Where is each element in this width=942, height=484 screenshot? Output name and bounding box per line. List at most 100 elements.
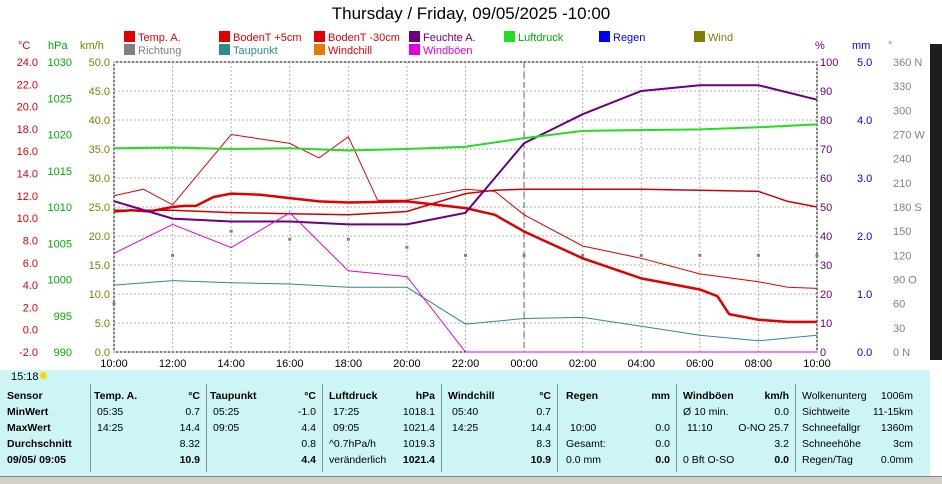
rain-unit: mm	[651, 390, 670, 402]
pressure-axis-label: 1010	[48, 202, 72, 214]
gust-unit: km/h	[764, 390, 789, 402]
legend-feuchte: Feuchte A.	[409, 31, 476, 44]
snowline-value: 1360m	[880, 422, 913, 434]
direction-axis-label: 150	[893, 226, 911, 238]
pressure-axis-label: 995	[54, 311, 72, 323]
temp-axis-label: 20.0	[17, 102, 38, 114]
chart-title: Thursday / Friday, 09/05/2025 -10:00	[331, 4, 611, 23]
x-tick-label: 10:00	[100, 358, 128, 370]
humidity-axis-label: 80	[820, 115, 832, 127]
gust-header: Windböen	[683, 390, 734, 402]
stats-time: 15:18	[11, 371, 39, 383]
maxwert-label: MaxWert	[7, 422, 51, 434]
x-tick-label: 14:00	[217, 358, 245, 370]
series-line-luftdruck	[113, 123, 818, 152]
dew-unit: °C	[304, 390, 316, 402]
legend-regen: Regen	[599, 31, 645, 44]
humidity-axis-label: 90	[820, 86, 832, 98]
series-line-temp-a-	[113, 192, 817, 324]
wind-axis-label: 10.0	[89, 289, 110, 301]
rain-column: Regen mm 10:00 0.0 Gesamt: 0.0 0.0 mm 0.…	[558, 384, 676, 472]
temp-axis-label: 24.0	[17, 57, 38, 69]
visibility-label: Sichtweite	[802, 406, 850, 418]
pressure-column: Luftdruck hPa 17:25 1018.1 09:05 1021.4 …	[323, 384, 441, 472]
wind-axis-label: 35.0	[89, 144, 110, 156]
temp-axis-label: 8.0	[23, 235, 38, 247]
rain-value: 0.0	[655, 422, 670, 434]
press-avg: 1019.3	[402, 438, 435, 450]
sensor-header: Sensor	[7, 390, 43, 402]
temp-axis-label: 0.0	[23, 325, 38, 337]
direction-point	[229, 229, 233, 233]
temp-axis-label: 16.0	[17, 146, 38, 158]
snow-height-value: 3cm	[893, 438, 913, 450]
scrollbar[interactable]	[930, 44, 942, 360]
press-trend-rate: ^0.7hPa/h	[329, 438, 376, 450]
press-min: 1018.1	[402, 406, 435, 418]
press-current: 1021.4	[402, 454, 435, 466]
rain-total-label: Gesamt:	[566, 438, 606, 450]
direction-point	[464, 253, 467, 257]
press-header: Luftdruck	[329, 390, 378, 402]
temp-avg: 8.32	[179, 438, 200, 450]
x-tick-label: 06:00	[686, 358, 714, 370]
x-tick-label: 16:00	[276, 358, 304, 370]
stats-panel: 15:18 Sensor MinWert MaxWert Durchschnit…	[0, 370, 930, 476]
chill-current: 10.9	[530, 454, 551, 466]
rain-axis-label: 5.0	[857, 57, 872, 69]
rain-axis-label: 4.0	[857, 115, 872, 127]
rain-current: 0.0	[655, 454, 670, 466]
dew-header: Taupunkt	[210, 390, 257, 402]
rain-header: Regen	[566, 390, 599, 402]
series-line-taupunkt	[113, 280, 818, 342]
legend-bodent5: BodenT +5cm	[219, 31, 302, 44]
pressure-axis-label: 1020	[48, 130, 72, 142]
temp-axis-label: 6.0	[23, 258, 38, 270]
wind-axis-label: 5.0	[95, 318, 110, 330]
rain-total: 0.0	[655, 438, 670, 450]
legend-wind: Wind	[694, 31, 733, 44]
direction-point	[698, 253, 702, 257]
humidity-axis-label: 0	[820, 347, 826, 359]
x-tick-label: 02:00	[569, 358, 597, 370]
humidity-axis-label: 10	[820, 318, 832, 330]
snowline-label: Schneefallgr	[802, 422, 861, 434]
wind-axis-label: 40.0	[89, 115, 110, 127]
x-tick-label: 18:00	[335, 358, 363, 370]
direction-point	[581, 253, 585, 257]
humidity-axis-label: 60	[820, 173, 832, 185]
x-tick-label: 08:00	[745, 358, 773, 370]
temp-column: Temp. A. °C 05:35 0.7 14:25 14.4 8.32 10…	[91, 384, 206, 472]
visibility-value: 11-15km	[872, 406, 913, 418]
pressure-axis-label: 1025	[48, 93, 72, 105]
durchschnitt-label: Durchschnitt	[7, 438, 72, 450]
current-time-label: 09/05/ 09:05	[7, 454, 66, 466]
unit-celsius: °C	[18, 40, 31, 52]
temp-axis-label: 22.0	[17, 79, 38, 91]
gust-avg10-label: Ø 10 min.	[683, 406, 729, 418]
cloud-base-value: 1006m	[880, 390, 913, 402]
chill-header: Windchill	[448, 390, 495, 402]
legend-bodent30: BodenT -30cm	[314, 31, 400, 44]
cloud-base-label: Wolkenunterg	[802, 390, 867, 402]
series-line-feuchte-a-	[113, 84, 818, 226]
temp-axis-label: 10.0	[17, 213, 38, 225]
direction-point	[522, 253, 526, 257]
direction-axis-label: 120	[893, 250, 911, 262]
humidity-axis-label: 50	[820, 202, 832, 214]
unit-hpa: hPa	[48, 40, 68, 52]
direction-axis-label: 330	[893, 81, 911, 93]
weather-chart: 10:00 12:00 14:00 16:00 18:00 20:00 22:00 00:00…	[17, 57, 926, 370]
direction-axis-label: 270 W	[893, 130, 925, 142]
pressure-axis-label: 1015	[48, 166, 72, 178]
wind-axis-label: 0.0	[95, 347, 110, 359]
gust-column: Windböen km/h Ø 10 min. 0.0 11:10 O-NO 2…	[677, 384, 795, 472]
x-tick-label: 22:00	[452, 358, 480, 370]
dew-column: Taupunkt °C 05:25 -1.0 09:05 4.4 0.8 4.4	[207, 384, 322, 472]
x-tick-label: 04:00	[627, 358, 655, 370]
direction-point	[405, 245, 409, 249]
direction-point	[639, 253, 643, 257]
chill-min-time: 05:40	[452, 406, 479, 418]
humidity-axis-label: 20	[820, 289, 832, 301]
temp-header: Temp. A.	[94, 390, 138, 402]
